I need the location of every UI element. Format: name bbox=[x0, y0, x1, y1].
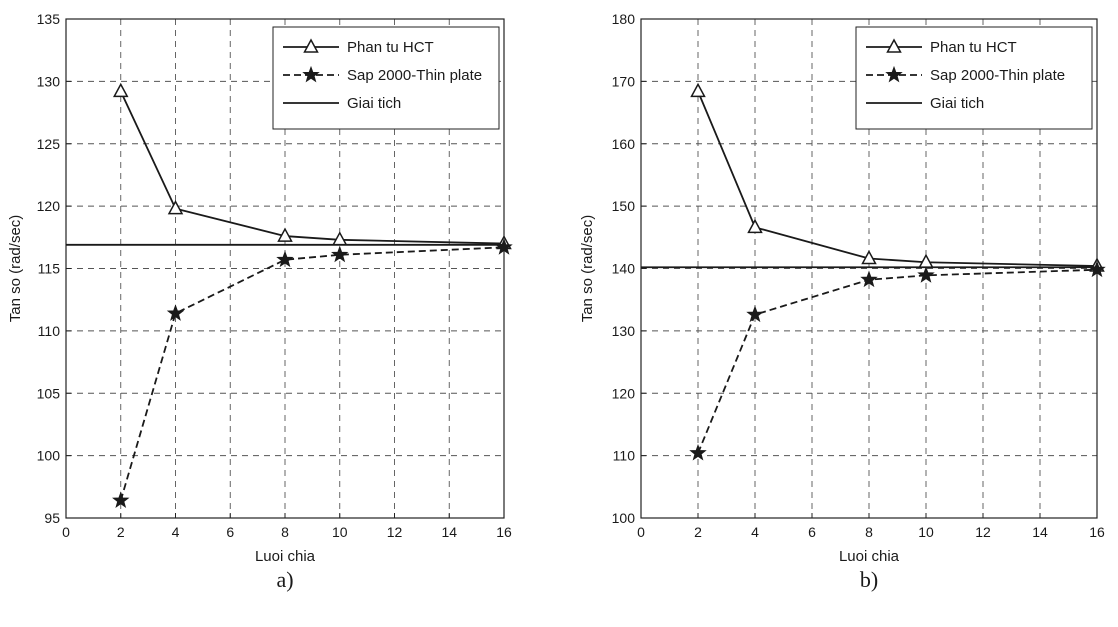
x-tick-label: 6 bbox=[226, 524, 234, 540]
x-tick-label: 16 bbox=[1089, 524, 1105, 540]
x-tick-label: 10 bbox=[332, 524, 348, 540]
series-sap-2000-thin-plate bbox=[112, 238, 513, 508]
panel-caption: a) bbox=[276, 567, 293, 592]
x-tick-label: 0 bbox=[62, 524, 70, 540]
y-tick-label: 115 bbox=[38, 261, 61, 277]
x-tick-label: 2 bbox=[694, 524, 702, 540]
y-tick-label: 120 bbox=[37, 198, 61, 214]
x-tick-label: 10 bbox=[918, 524, 934, 540]
y-tick-label: 130 bbox=[37, 73, 61, 89]
series-line bbox=[119, 246, 505, 501]
y-axis-label: Tan so (rad/sec) bbox=[7, 215, 24, 323]
data-point bbox=[166, 304, 185, 321]
series-phan-tu-hct bbox=[690, 82, 1105, 272]
series-sap-2000-thin-plate bbox=[689, 260, 1106, 461]
x-tick-label: 12 bbox=[387, 524, 403, 540]
y-tick-label: 110 bbox=[613, 448, 636, 464]
data-point bbox=[167, 200, 184, 215]
legend-label: Giai tich bbox=[930, 95, 984, 112]
legend-label: Giai tich bbox=[347, 95, 401, 112]
data-point bbox=[746, 305, 764, 323]
legend-marker bbox=[303, 38, 319, 53]
chart-panel-b: 0 2 4 6 8 10 12 14 16 100 110 120 130 140 150 160 170 180… bbox=[579, 11, 1106, 592]
y-tick-label: 135 bbox=[37, 11, 61, 27]
x-tick-label: 0 bbox=[637, 524, 645, 540]
y-tick-label: 120 bbox=[612, 385, 636, 401]
y-tick-label: 100 bbox=[37, 448, 61, 464]
legend: Phan tu HCT Sap 2000-Thin plate Giai tich bbox=[855, 26, 1093, 130]
x-tick-label: 4 bbox=[172, 524, 180, 540]
y-tick-label: 140 bbox=[612, 261, 636, 277]
y-tick-label: 170 bbox=[612, 73, 636, 89]
x-axis-label: Luoi chia bbox=[839, 548, 900, 565]
x-tick-label: 6 bbox=[808, 524, 816, 540]
legend-marker bbox=[885, 65, 903, 83]
series-line bbox=[697, 268, 1098, 454]
x-tick-label: 14 bbox=[441, 524, 457, 540]
data-point bbox=[331, 245, 349, 263]
x-tick-label: 14 bbox=[1032, 524, 1048, 540]
chart-panel-a: 0 2 4 6 8 10 12 14 16 95 100 105 110 115 120 125 130 135 L… bbox=[7, 11, 513, 592]
legend-label: Sap 2000-Thin plate bbox=[930, 67, 1065, 84]
panel-caption: b) bbox=[860, 567, 878, 592]
legend-label: Phan tu HCT bbox=[930, 39, 1017, 56]
x-tick-label: 8 bbox=[865, 524, 873, 540]
y-tick-label: 100 bbox=[612, 510, 636, 526]
x-tick-label: 2 bbox=[117, 524, 125, 540]
y-tick-label: 125 bbox=[37, 136, 61, 152]
data-point bbox=[276, 250, 294, 268]
legend-label: Sap 2000-Thin plate bbox=[347, 67, 482, 84]
y-tick-label: 150 bbox=[612, 198, 636, 214]
x-tick-label: 8 bbox=[281, 524, 289, 540]
legend-marker bbox=[302, 65, 320, 83]
data-point bbox=[277, 227, 293, 242]
data-point bbox=[860, 270, 878, 288]
y-tick-label: 95 bbox=[44, 510, 60, 526]
legend-label: Phan tu HCT bbox=[347, 39, 434, 56]
x-tick-label: 4 bbox=[751, 524, 759, 540]
y-axis-label: Tan so (rad/sec) bbox=[579, 215, 596, 323]
y-tick-label: 110 bbox=[38, 323, 61, 339]
x-axis-label: Luoi chia bbox=[255, 548, 316, 565]
y-tick-label: 180 bbox=[612, 11, 636, 27]
data-point bbox=[861, 249, 877, 265]
x-tick-label: 12 bbox=[975, 524, 991, 540]
data-point bbox=[747, 218, 763, 234]
data-point bbox=[689, 443, 707, 461]
y-tick-label: 130 bbox=[612, 323, 636, 339]
x-tick-label: 16 bbox=[496, 524, 512, 540]
legend-marker bbox=[886, 38, 902, 53]
legend: Phan tu HCT Sap 2000-Thin plate Giai tich bbox=[272, 26, 500, 130]
data-point bbox=[917, 266, 935, 283]
data-point bbox=[112, 82, 129, 98]
y-tick-label: 105 bbox=[37, 385, 61, 401]
data-point bbox=[112, 491, 130, 508]
y-tick-label: 160 bbox=[612, 136, 636, 152]
data-point bbox=[690, 82, 706, 98]
